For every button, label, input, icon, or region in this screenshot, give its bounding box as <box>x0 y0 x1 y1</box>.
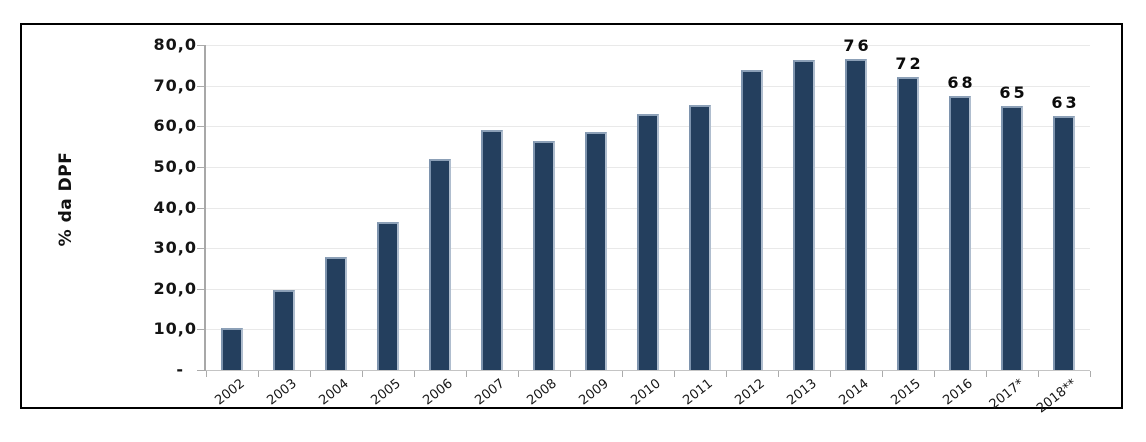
bar <box>273 290 295 370</box>
bar <box>689 105 711 370</box>
x-tick <box>362 371 363 377</box>
x-tick <box>206 371 207 377</box>
y-tick <box>197 45 204 46</box>
y-tick <box>197 329 204 331</box>
bar <box>325 257 347 370</box>
x-tick <box>674 371 675 377</box>
x-tick <box>466 371 467 377</box>
y-axis-title: % da DPF <box>56 151 76 247</box>
bar <box>949 96 971 370</box>
y-tick-label: 50,0 <box>153 156 197 176</box>
plot-area: 76 72 68 65 63 <box>197 37 1091 377</box>
y-tick-label: 10,0 <box>153 319 197 339</box>
y-axis-line <box>204 45 206 371</box>
y-tick-label: 70,0 <box>153 75 197 95</box>
bar-value-label: 72 <box>895 54 924 73</box>
bar <box>1001 106 1023 370</box>
x-axis-line <box>206 370 1090 371</box>
y-tick-label: 30,0 <box>153 238 197 258</box>
bar <box>897 77 919 370</box>
gridline <box>206 85 1090 87</box>
gridline <box>206 45 1090 46</box>
x-tick <box>518 371 519 377</box>
y-tick <box>197 370 204 371</box>
y-tick-label: - <box>176 360 184 379</box>
x-tick <box>258 371 259 377</box>
y-tick-label: 60,0 <box>153 116 197 136</box>
bar <box>377 222 399 370</box>
bar <box>741 70 763 370</box>
x-tick <box>1090 371 1091 377</box>
x-tick <box>934 371 935 377</box>
x-tick <box>986 371 987 377</box>
x-tick <box>622 371 623 377</box>
x-tick <box>1038 371 1039 377</box>
x-tick <box>882 371 883 377</box>
x-tick <box>310 371 311 377</box>
y-tick <box>197 207 204 209</box>
bar <box>481 130 503 370</box>
y-tick <box>197 85 204 87</box>
x-tick <box>726 371 727 377</box>
x-tick <box>830 371 831 377</box>
bar <box>429 159 451 370</box>
bar-value-label: 76 <box>843 36 872 55</box>
bar <box>533 141 555 370</box>
bar-value-label: 63 <box>1051 93 1080 112</box>
bar <box>793 60 815 370</box>
bar <box>221 328 243 370</box>
y-tick <box>197 248 204 250</box>
bar <box>845 59 867 370</box>
y-tick-label: 80,0 <box>153 35 197 54</box>
y-tick <box>197 126 204 128</box>
bar <box>1053 116 1075 370</box>
x-tick <box>570 371 571 377</box>
x-tick <box>778 371 779 377</box>
bar-value-label: 68 <box>947 73 976 92</box>
y-tick-label: 20,0 <box>153 278 197 298</box>
y-tick <box>197 166 204 168</box>
x-tick <box>414 371 415 377</box>
bar <box>637 114 659 370</box>
y-tick <box>197 288 204 290</box>
y-tick-label: 40,0 <box>153 197 197 217</box>
bar-value-label: 65 <box>999 83 1028 102</box>
bar <box>585 132 607 370</box>
chart-frame <box>20 23 1123 409</box>
